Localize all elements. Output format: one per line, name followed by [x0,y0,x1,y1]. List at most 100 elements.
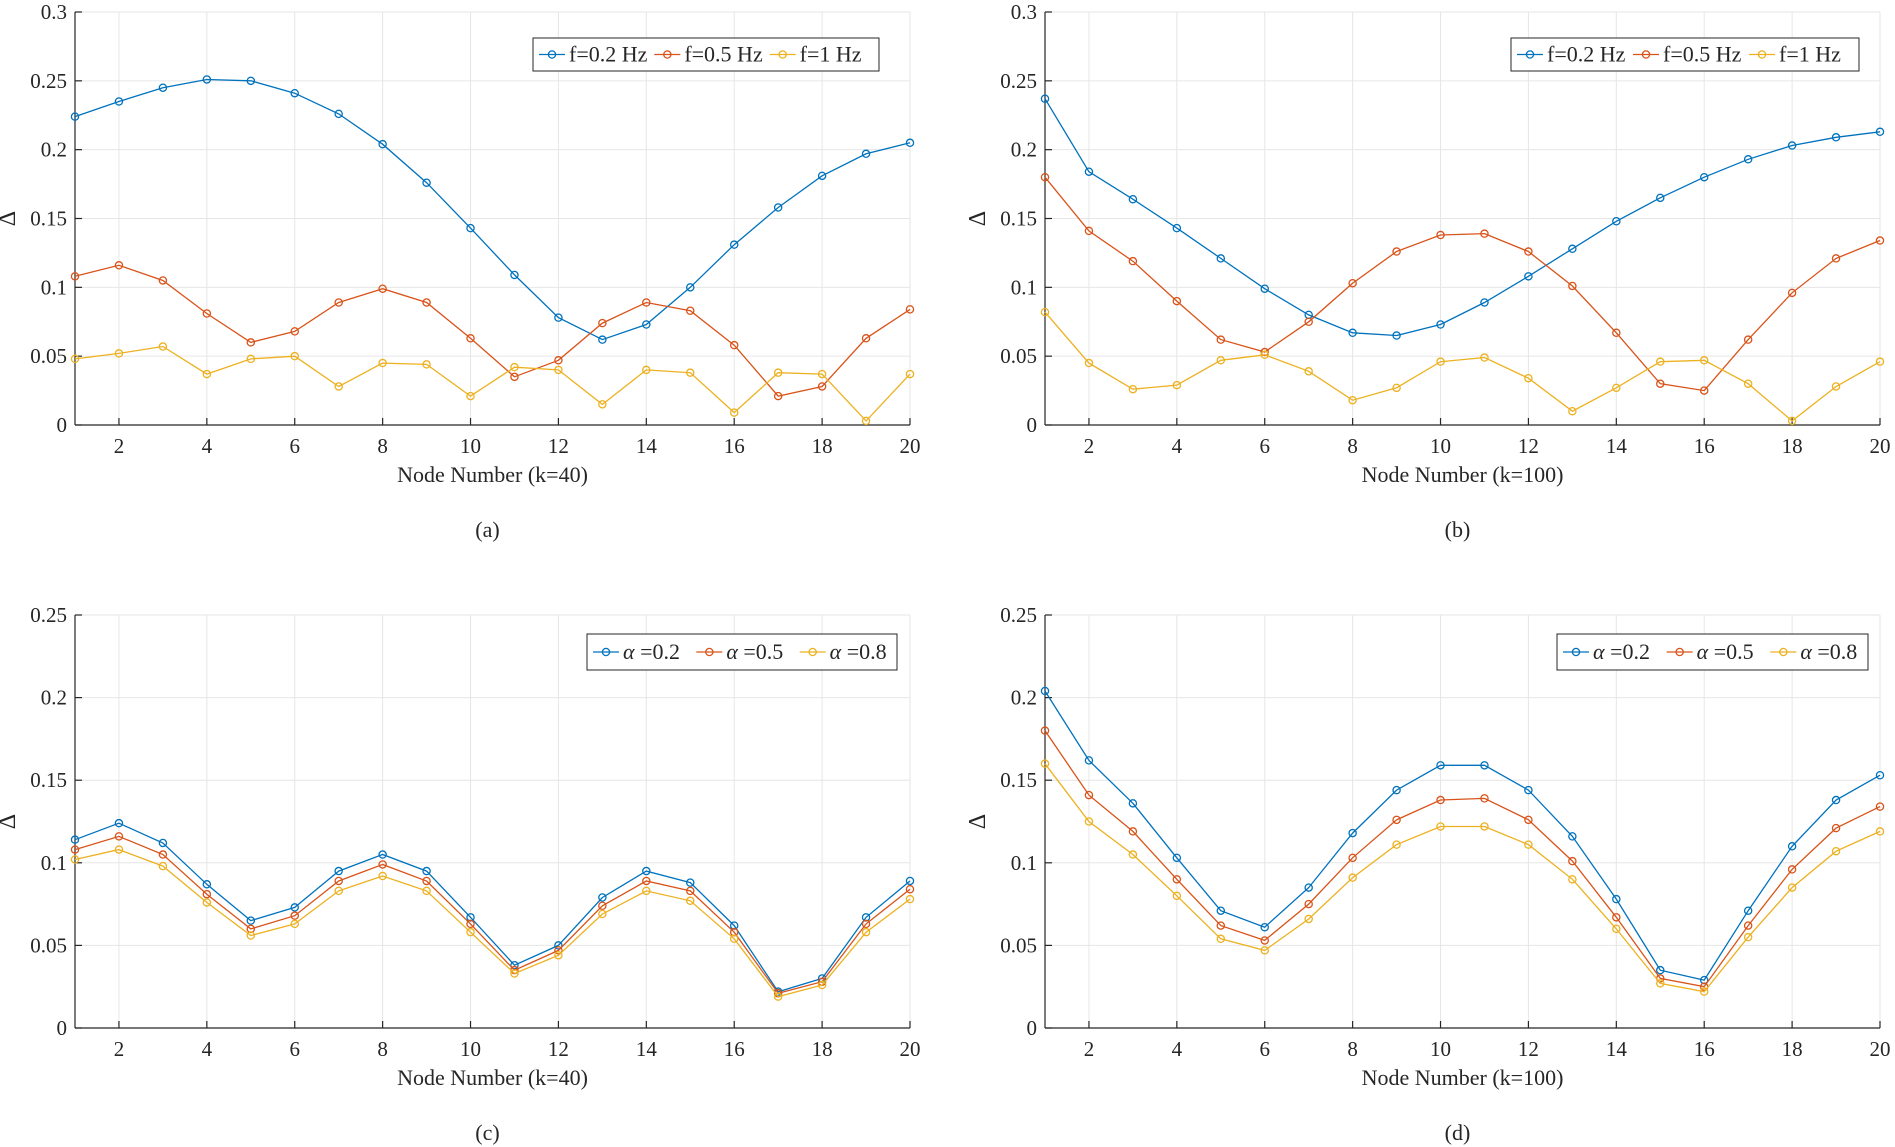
x-tick-label: 4 [1172,434,1183,458]
data-point [1260,936,1269,945]
data-point [114,818,124,828]
legend-box [586,633,898,671]
data-point [1304,367,1313,376]
data-point [114,349,124,358]
data-point [1568,856,1577,866]
data-point [1040,686,1050,696]
data-point [1787,288,1797,298]
legend-entry-symbol: α [1593,639,1605,664]
data-point [422,886,431,896]
legend-swatch-marker [601,647,611,657]
y-tick-label: 0.2 [1011,686,1037,710]
data-point [246,931,256,940]
data-point [1392,815,1401,825]
data-point [554,951,563,960]
data-point [861,927,871,937]
data-point [1084,167,1094,176]
data-point [598,901,607,911]
data-point [1128,384,1138,394]
data-point [114,845,124,854]
legend-entry-value: =0.2 [1605,639,1650,664]
x-tick-label: 20 [1870,1037,1891,1061]
data-point [1875,802,1885,811]
panel-caption: (b) [1445,517,1471,542]
data-point [1656,965,1665,975]
data-point [1787,842,1797,851]
data-point [1831,133,1841,142]
data-point [1743,921,1753,930]
data-point [1787,416,1797,426]
data-point [1260,946,1269,955]
x-tick-label: 6 [289,1037,300,1061]
data-point [773,391,783,401]
x-tick-label: 16 [1694,1037,1715,1061]
legend-box [532,37,880,72]
data-point [378,139,387,149]
data-point [1392,840,1401,849]
data-point [70,354,80,364]
legend-entry-label: α =0.5 [1697,639,1754,664]
x-tick-label: 20 [1870,434,1891,458]
x-tick-label: 8 [377,434,388,458]
series-1 [70,261,915,401]
data-point [817,171,827,181]
series-line [1044,98,1881,337]
x-tick-label: 8 [377,1037,388,1061]
legend-entry-label: f=0.5 Hz [684,42,763,67]
y-tick-label: 0.1 [41,851,67,875]
data-point [1128,827,1138,836]
data-point [598,893,607,902]
x-tick-label: 12 [1518,1037,1539,1061]
data-point [1172,875,1182,884]
data-point [1743,155,1753,164]
series-line [74,848,911,998]
x-tick-label: 18 [812,434,833,458]
x-tick-label: 14 [636,1037,658,1061]
data-point [1568,875,1577,884]
legend-entry-label: α =0.5 [726,639,783,664]
data-point [861,416,871,426]
legend-entry-label: α =0.8 [830,639,887,664]
panel-c: 2 4 6 8 10 12 14 16 18 20 0 0.05 0.1 0.15 0.2 0.25 Node … [0,603,921,1145]
data-point [1084,756,1094,765]
y-tick-label: 0.2 [41,138,67,162]
data-point [1524,785,1533,795]
data-point [1787,141,1797,150]
data-point [1568,244,1577,254]
data-point [861,149,871,159]
x-tick-label: 16 [1694,434,1715,458]
data-point [290,88,299,98]
data-point [1875,827,1885,836]
series-1 [70,832,915,998]
data-point [861,334,871,343]
data-point [1568,281,1577,291]
data-point [554,946,563,955]
data-point [202,309,212,318]
data-point [158,850,168,859]
data-point [1040,307,1050,317]
data-point [334,866,343,876]
data-point [290,903,299,912]
legend-entry-label: f=1 Hz [800,42,862,67]
legend-box [1510,37,1860,72]
legend-entry-value: =0.5 [738,639,783,664]
data-point [158,861,168,871]
data-point [1348,328,1357,338]
data-point [1480,794,1489,803]
data-point [158,342,168,351]
data-point [1743,379,1753,388]
data-point [1743,932,1753,942]
legend-swatch-marker [1525,50,1535,59]
data-point [1260,284,1269,293]
legend: f=0.2 Hz f=0.5 Hz f=1 Hz [532,37,880,72]
data-point [598,318,607,328]
legend-swatch-marker [1675,647,1684,657]
data-point [1040,726,1050,735]
legend-swatch-marker [547,50,557,59]
data-point [1699,386,1709,395]
data-point [729,340,739,350]
data-point [817,369,827,379]
data-point [817,980,827,990]
data-point [70,845,80,854]
data-point [1348,395,1357,405]
